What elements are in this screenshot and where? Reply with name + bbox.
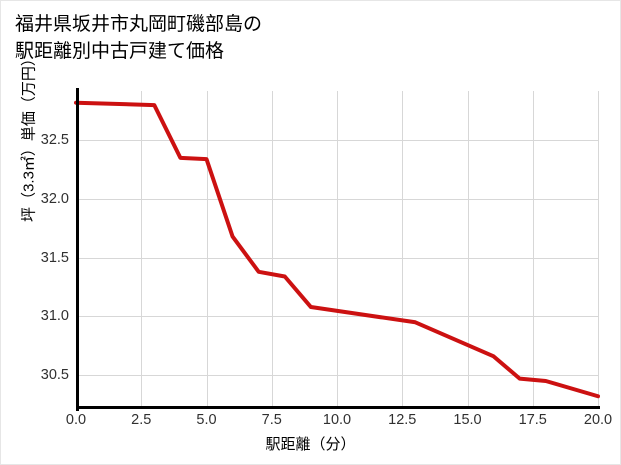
y-axis-label: 坪（3.3㎡）単価（万円）: [20, 51, 38, 222]
x-axis-label: 駅距離（分）: [265, 436, 356, 453]
gridline-x-2: [206, 91, 208, 408]
y-axis-spine: [76, 88, 79, 411]
x-axis-spine: [76, 406, 600, 409]
line-series: [74, 100, 600, 399]
y-tick-3: 31.0: [40, 308, 69, 325]
y-tick-4: 30.5: [40, 367, 69, 384]
series-polyline: [74, 100, 600, 399]
gridline-x-1: [141, 91, 143, 408]
gridline-x-8: [598, 91, 599, 408]
y-tick-2: 31.5: [40, 249, 69, 266]
gridline-x-3: [271, 91, 273, 408]
x-tick-6: 15.0: [453, 412, 482, 428]
plot-area: [74, 91, 600, 408]
y-tick-0: 32.5: [40, 132, 69, 149]
gridline-x-4: [337, 91, 338, 408]
x-tick-2: 5.0: [196, 412, 217, 428]
gridline-x-6: [467, 91, 469, 408]
chart-title-line1: 福井県坂井市丸岡町磯部島の: [15, 14, 263, 35]
gridline-x-5: [402, 91, 404, 408]
x-tick-8: 20.0: [583, 412, 613, 428]
page-title: 福井県坂井市丸岡町磯部島の 駅距離別中古戸建て価格: [15, 11, 595, 65]
chart-title-line2: 駅距離別中古戸建て価格: [15, 41, 225, 62]
x-tick-5: 12.5: [388, 412, 417, 428]
x-tick-1: 2.5: [131, 412, 152, 428]
x-tick-4: 10.0: [322, 412, 352, 428]
x-tick-0: 0.0: [65, 412, 87, 428]
gridline-x-7: [532, 91, 534, 408]
x-tick-3: 7.5: [261, 412, 282, 428]
y-tick-1: 32.0: [40, 191, 69, 207]
x-tick-7: 17.5: [518, 412, 547, 428]
